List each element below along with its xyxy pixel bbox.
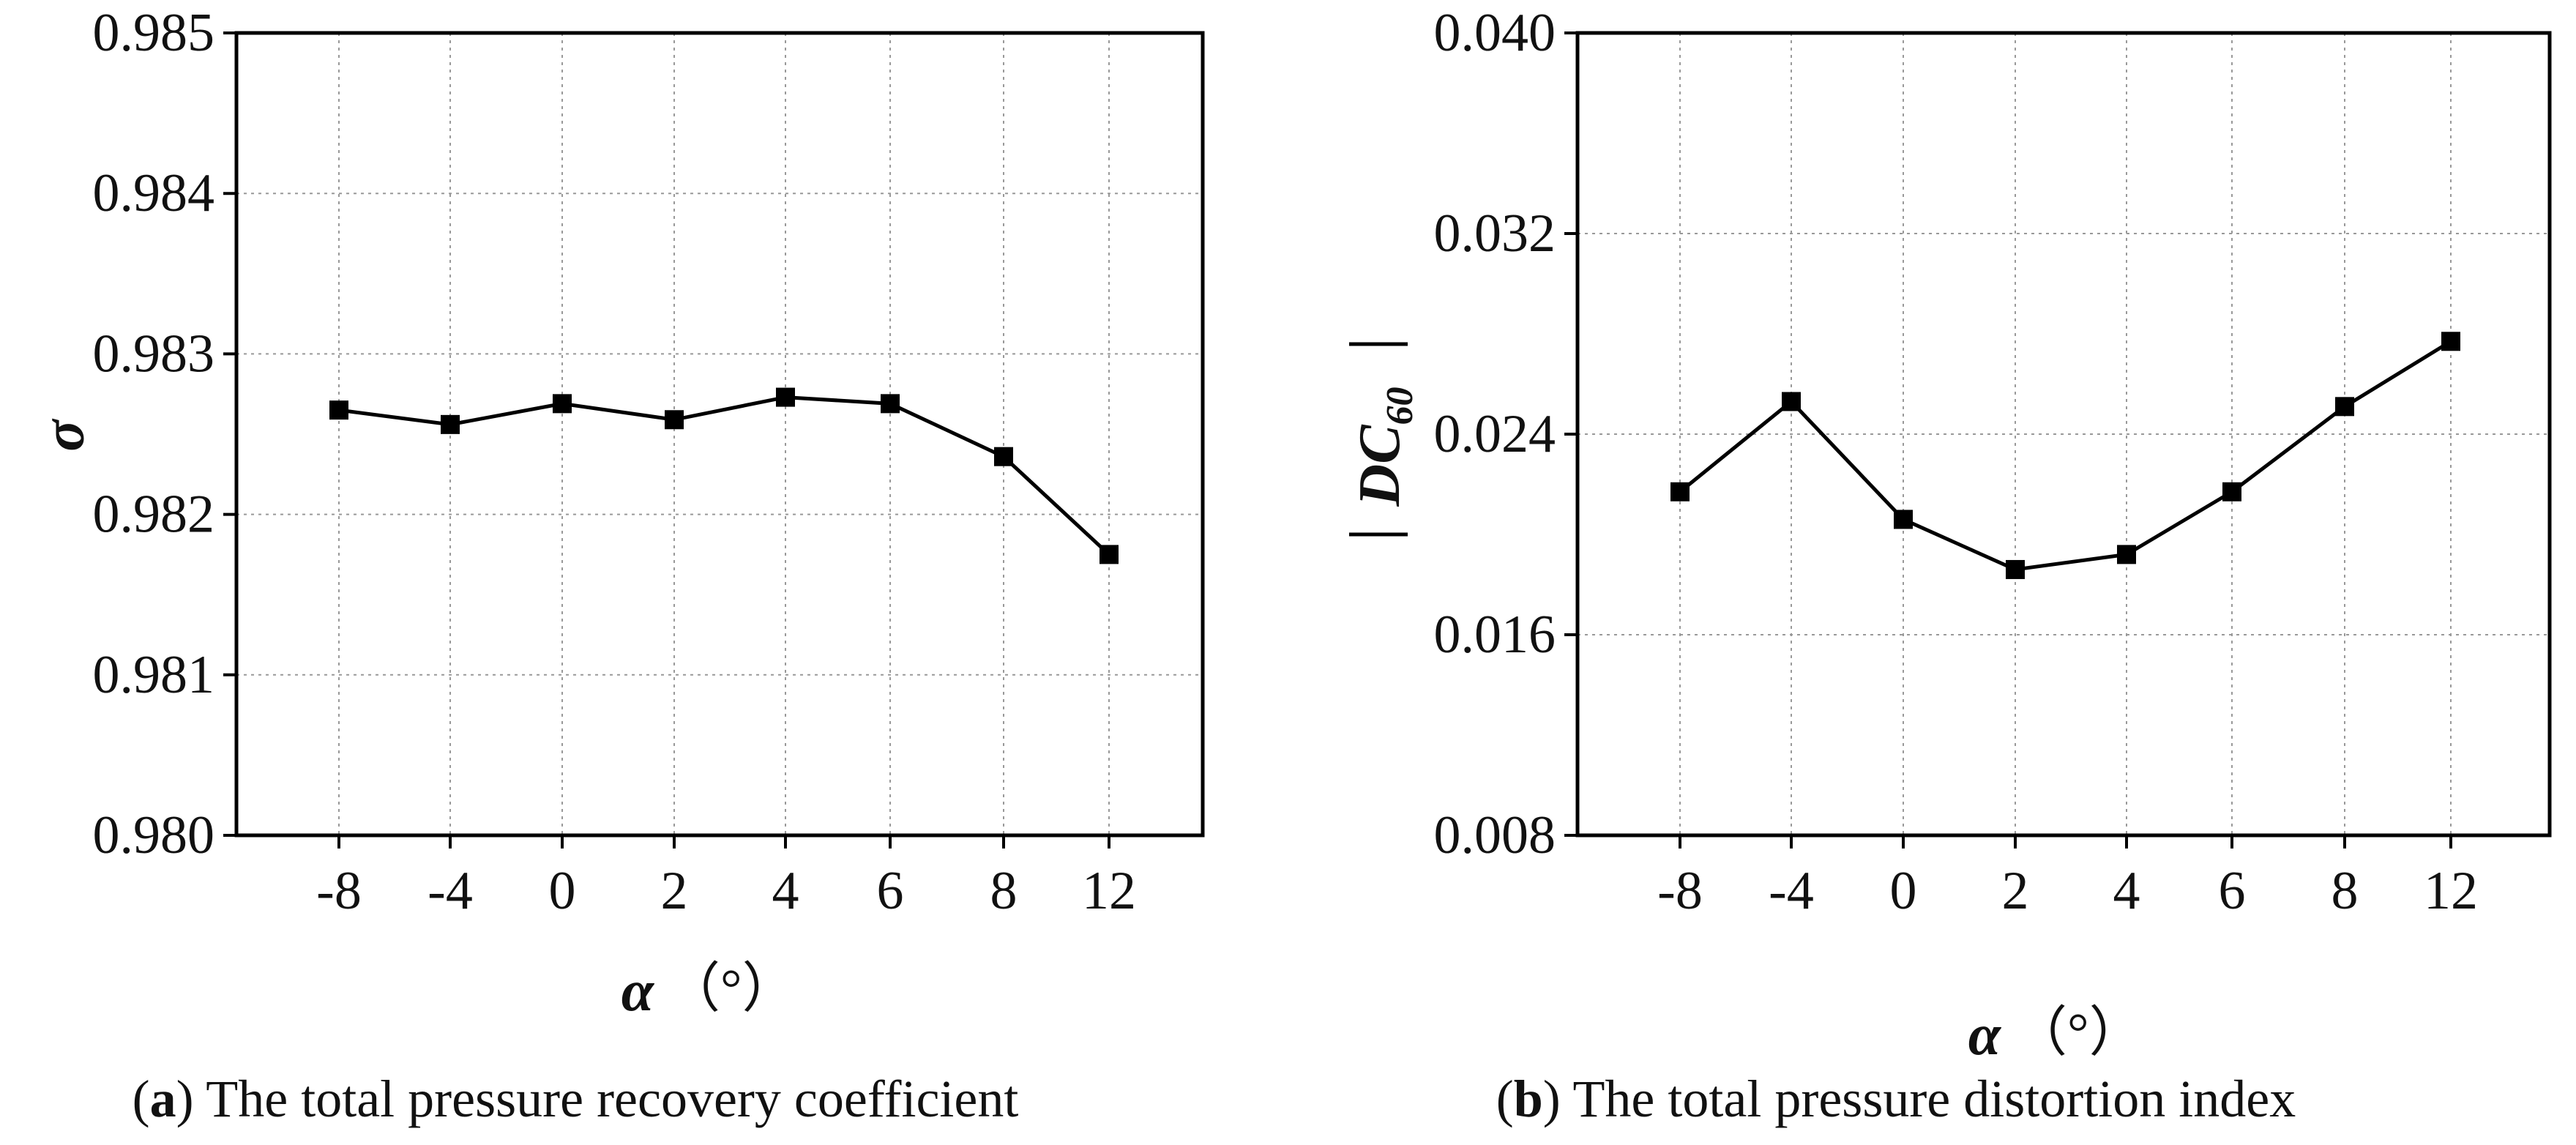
panel-b-data-point xyxy=(1894,510,1913,529)
panel-b-data-point xyxy=(1670,482,1690,501)
panel-a-x-tick-label: -4 xyxy=(428,861,473,921)
panel-a-y-tick-label: 0.982 xyxy=(93,485,215,545)
panel-a-plot-frame xyxy=(234,31,1205,838)
panel-a-y-ticks: 0.980 0.981 0.982 0.983 0.984 0.985 xyxy=(93,3,236,865)
panel-a-y-tick-label: 0.980 xyxy=(93,805,215,865)
panel-a-data-point xyxy=(665,410,684,430)
panel-a-x-tick-label: -8 xyxy=(316,861,362,921)
panel-b-data-point xyxy=(2117,545,2136,564)
panel-b-grid xyxy=(1578,33,2550,835)
panel-a-x-tick-label: 2 xyxy=(661,861,688,921)
panel-a-y-tick-label: 0.981 xyxy=(93,645,215,705)
panel-a-x-tick-label: 12 xyxy=(1082,861,1136,921)
panel-b-data-point xyxy=(2006,559,2025,579)
panel-a-chart: 0.980 0.981 0.982 0.983 0.984 0.985 -8 -4 0 2 4 6 8… xyxy=(31,3,1205,1128)
panel-b-x-tick-label: -8 xyxy=(1657,861,1703,921)
panel-b-x-axis-title: α xyxy=(1968,1003,2002,1067)
panel-a-x-axis-title: α xyxy=(621,959,655,1023)
panel-a-series-line xyxy=(338,395,1110,556)
panel-a-y-tick-label: 0.983 xyxy=(93,324,215,384)
panel-a-caption-text: The total pressure recovery coefficient xyxy=(206,1070,1018,1128)
panel-b-y-tick-label: 0.024 xyxy=(1434,404,1556,464)
panel-a-series xyxy=(329,387,1119,564)
panel-b-x-tick-label: 6 xyxy=(2219,861,2246,921)
panel-a-caption: (a) The total pressure recovery coeffici… xyxy=(132,1070,1019,1128)
panel-a-data-point xyxy=(994,447,1013,466)
panel-b-data-point xyxy=(2441,332,2460,351)
panel-b-series-line xyxy=(1679,340,2452,572)
panel-b-caption-letter: b xyxy=(1514,1070,1543,1128)
panel-b-series xyxy=(1670,332,2460,579)
panel-a-data-point xyxy=(1100,545,1119,564)
panel-a-caption-letter: a xyxy=(150,1070,176,1128)
panel-b-y-tick-label: 0.040 xyxy=(1434,3,1556,63)
panel-b-data-point xyxy=(1782,392,1801,411)
panel-b-x-ticks: -8 -4 0 2 4 6 8 12 xyxy=(1657,835,2478,921)
panel-a-data-point xyxy=(329,400,348,420)
panel-b-x-tick-label: 0 xyxy=(1890,861,1917,921)
panel-b-y-axis-title: DC60 xyxy=(1348,342,1421,537)
panel-b-x-tick-label: 8 xyxy=(2332,861,2359,921)
panel-b-y-tick-label: 0.008 xyxy=(1434,805,1556,865)
panel-a-data-point xyxy=(441,414,460,434)
panel-b-x-tick-label: 12 xyxy=(2424,861,2478,921)
panel-b-data-point xyxy=(2335,397,2354,417)
panel-b-caption-text: The total pressure distortion index xyxy=(1572,1070,2296,1128)
panel-a-y-axis-title: σ xyxy=(31,419,96,452)
panel-b-chart: 0.008 0.016 0.024 0.032 0.040 -8 -4 0 2 4 6 8 12 DC… xyxy=(1348,3,2552,1128)
panel-a-x-axis-unit: （°） xyxy=(666,959,796,1019)
panel-a-data-point xyxy=(776,387,795,407)
panel-a-x-ticks: -8 -4 0 2 4 6 8 12 xyxy=(316,835,1136,921)
panel-b-x-tick-label: 2 xyxy=(2002,861,2029,921)
panel-b-x-axis-unit: （°） xyxy=(2013,1003,2143,1063)
panel-a-x-tick-label: 8 xyxy=(990,861,1018,921)
panel-a-x-tick-label: 0 xyxy=(549,861,576,921)
panel-b-y-axis-title-text: DC60 xyxy=(1348,387,1421,507)
panel-a-x-tick-label: 4 xyxy=(772,861,799,921)
panel-a-grid xyxy=(236,33,1203,835)
panel-b-y-ticks: 0.008 0.016 0.024 0.032 0.040 xyxy=(1434,3,1578,865)
panel-a-y-tick-label: 0.985 xyxy=(93,3,215,63)
panel-b-y-tick-label: 0.016 xyxy=(1434,605,1556,665)
panel-b-y-axis-subscript: 60 xyxy=(1379,387,1421,425)
panel-a-data-point xyxy=(881,394,900,414)
panel-a-data-point xyxy=(553,394,572,414)
panel-b-caption: (b) The total pressure distortion index xyxy=(1496,1070,2296,1128)
panel-b-x-tick-label: -4 xyxy=(1769,861,1814,921)
panel-a-y-tick-label: 0.984 xyxy=(93,163,215,223)
panel-a-x-tick-label: 6 xyxy=(877,861,904,921)
panel-b-data-point xyxy=(2222,482,2241,501)
panel-b-y-tick-label: 0.032 xyxy=(1434,204,1556,264)
panel-b-x-tick-label: 4 xyxy=(2113,861,2140,921)
